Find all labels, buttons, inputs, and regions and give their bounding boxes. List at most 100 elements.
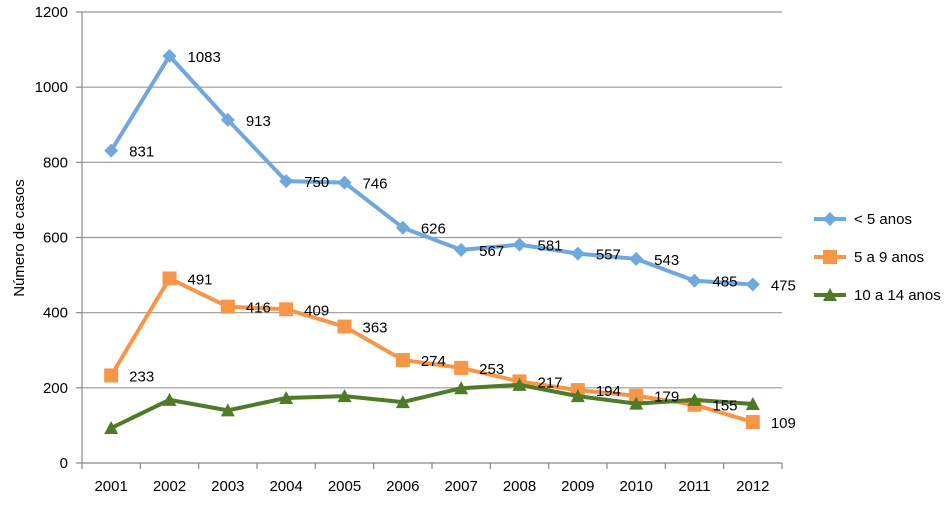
data-point	[454, 360, 469, 375]
data-label: 626	[421, 221, 446, 238]
data-label: 155	[713, 398, 738, 415]
data-label: 831	[129, 144, 154, 161]
data-point	[104, 143, 119, 158]
gridlines	[82, 11, 782, 389]
legend-marker	[823, 212, 837, 226]
legend-label: 10 a 14 anos	[854, 286, 941, 304]
data-label: 746	[363, 176, 388, 193]
y-tick-label: 0	[60, 455, 68, 472]
data-point	[104, 368, 119, 383]
data-point	[454, 381, 469, 395]
data-point	[220, 403, 235, 417]
data-point	[454, 242, 469, 257]
data-point	[162, 48, 177, 63]
data-label: 543	[654, 252, 679, 269]
data-label: 1083	[188, 49, 221, 66]
data-labels: 831 1083 913 750 746 626 567 581 557 543 485 475 233…	[129, 49, 796, 432]
data-label: 363	[363, 320, 388, 337]
y-tick-labels: 0 200 400 600 800 1000 1200	[35, 4, 68, 472]
data-point	[570, 246, 585, 261]
data-point	[337, 319, 352, 334]
data-point	[279, 174, 294, 189]
x-tick-label: 2002	[153, 478, 186, 495]
legend-marker	[823, 250, 837, 264]
legend-label: < 5 anos	[854, 210, 912, 228]
data-label: 913	[246, 113, 271, 130]
x-tick-label: 2005	[328, 478, 361, 495]
data-label: 475	[771, 277, 796, 294]
data-point	[162, 392, 177, 406]
data-label: 233	[129, 368, 154, 385]
x-tick-label: 2007	[444, 478, 477, 495]
x-tick-label: 2006	[386, 478, 419, 495]
data-label: 416	[246, 300, 271, 317]
x-tick-label: 2008	[503, 478, 536, 495]
x-tick-label: 2004	[269, 478, 302, 495]
data-label: 409	[304, 302, 329, 319]
legend-swatch	[814, 250, 846, 264]
data-point	[629, 251, 644, 266]
data-point	[395, 220, 410, 235]
series-1	[104, 48, 760, 292]
legend-item: 10 a 14 anos	[812, 276, 941, 314]
data-label: 750	[304, 174, 329, 191]
data-point	[570, 389, 585, 403]
data-label: 194	[596, 383, 621, 400]
legend-swatch	[814, 212, 846, 226]
data-point	[395, 353, 410, 368]
series-group	[104, 48, 760, 435]
series-2	[104, 271, 760, 430]
data-point	[512, 237, 527, 252]
y-tick-label: 400	[43, 305, 68, 322]
data-point	[279, 390, 294, 404]
series-line	[110, 382, 753, 430]
data-label: 567	[479, 243, 504, 260]
data-point	[687, 392, 702, 406]
data-point	[687, 273, 702, 288]
data-point	[337, 175, 352, 190]
data-point	[337, 389, 352, 403]
x-tick-labels: 2001 2002 2003 2004 2005 2006 2007 2008 2009 2010…	[94, 478, 769, 495]
data-point	[745, 277, 760, 292]
data-point	[512, 377, 527, 391]
y-tick-label: 600	[43, 230, 68, 247]
legend-item: < 5 anos	[812, 200, 941, 238]
legend-swatch	[814, 288, 846, 301]
legend: < 5 anos 5 a 9 anos 10 a 14 anos	[812, 200, 941, 314]
data-point	[220, 112, 235, 127]
x-tick-label: 2001	[94, 478, 127, 495]
legend-item: 5 a 9 anos	[812, 238, 941, 276]
data-point	[279, 302, 294, 317]
axes	[76, 11, 783, 469]
data-label: 253	[479, 361, 504, 378]
data-label: 109	[771, 415, 796, 432]
series-line	[109, 53, 753, 287]
series-line	[109, 276, 754, 424]
x-tick-label: 2009	[561, 478, 594, 495]
data-label: 491	[188, 271, 213, 288]
data-point	[104, 421, 119, 435]
x-tick-label: 2012	[736, 478, 769, 495]
data-label: 557	[596, 247, 621, 264]
data-point	[745, 396, 760, 410]
y-tick-label: 200	[43, 380, 68, 397]
data-point	[745, 415, 760, 430]
x-tick-label: 2011	[678, 478, 710, 495]
data-point	[629, 388, 644, 403]
y-axis-label: Número de casos	[11, 179, 28, 297]
data-point	[162, 271, 177, 286]
data-point	[220, 299, 235, 314]
legend-label: 5 a 9 anos	[854, 248, 925, 266]
data-label: 274	[421, 353, 446, 370]
data-point	[395, 395, 410, 409]
x-tick-label: 2003	[211, 478, 244, 495]
y-tick-label: 1200	[35, 4, 68, 21]
x-tick-label: 2010	[619, 478, 652, 495]
data-point	[629, 396, 644, 410]
y-tick-label: 1000	[35, 79, 68, 96]
data-label: 485	[713, 274, 738, 291]
y-tick-label: 800	[43, 154, 68, 171]
data-label: 581	[538, 238, 563, 255]
data-label: 217	[538, 374, 563, 391]
